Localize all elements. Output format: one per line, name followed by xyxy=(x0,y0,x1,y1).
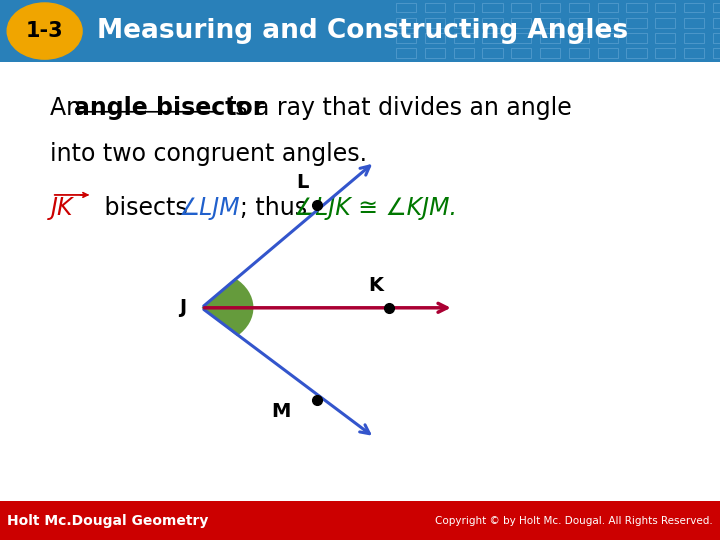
Text: ; thus: ; thus xyxy=(240,196,315,220)
Text: bisects: bisects xyxy=(97,196,195,220)
Wedge shape xyxy=(202,278,253,336)
Text: Holt Mc.Dougal Geometry: Holt Mc.Dougal Geometry xyxy=(7,514,209,528)
Text: ∠LJK ≅ ∠KJM.: ∠LJK ≅ ∠KJM. xyxy=(294,196,456,220)
FancyBboxPatch shape xyxy=(0,0,720,62)
Text: ∠LJM: ∠LJM xyxy=(179,196,240,220)
Text: L: L xyxy=(296,173,309,192)
Text: angle bisector: angle bisector xyxy=(74,96,264,120)
Text: JK: JK xyxy=(50,196,73,220)
Text: is a ray that divides an angle: is a ray that divides an angle xyxy=(221,96,572,120)
FancyBboxPatch shape xyxy=(0,501,720,540)
Text: Copyright © by Holt Mc. Dougal. All Rights Reserved.: Copyright © by Holt Mc. Dougal. All Righ… xyxy=(435,516,713,525)
Text: Measuring and Constructing Angles: Measuring and Constructing Angles xyxy=(97,18,629,44)
Text: M: M xyxy=(271,402,290,421)
Circle shape xyxy=(7,3,82,59)
Text: into two congruent angles.: into two congruent angles. xyxy=(50,142,367,166)
Text: J: J xyxy=(179,298,186,318)
Text: K: K xyxy=(369,276,383,295)
Text: 1-3: 1-3 xyxy=(26,21,63,41)
Text: An: An xyxy=(50,96,89,120)
